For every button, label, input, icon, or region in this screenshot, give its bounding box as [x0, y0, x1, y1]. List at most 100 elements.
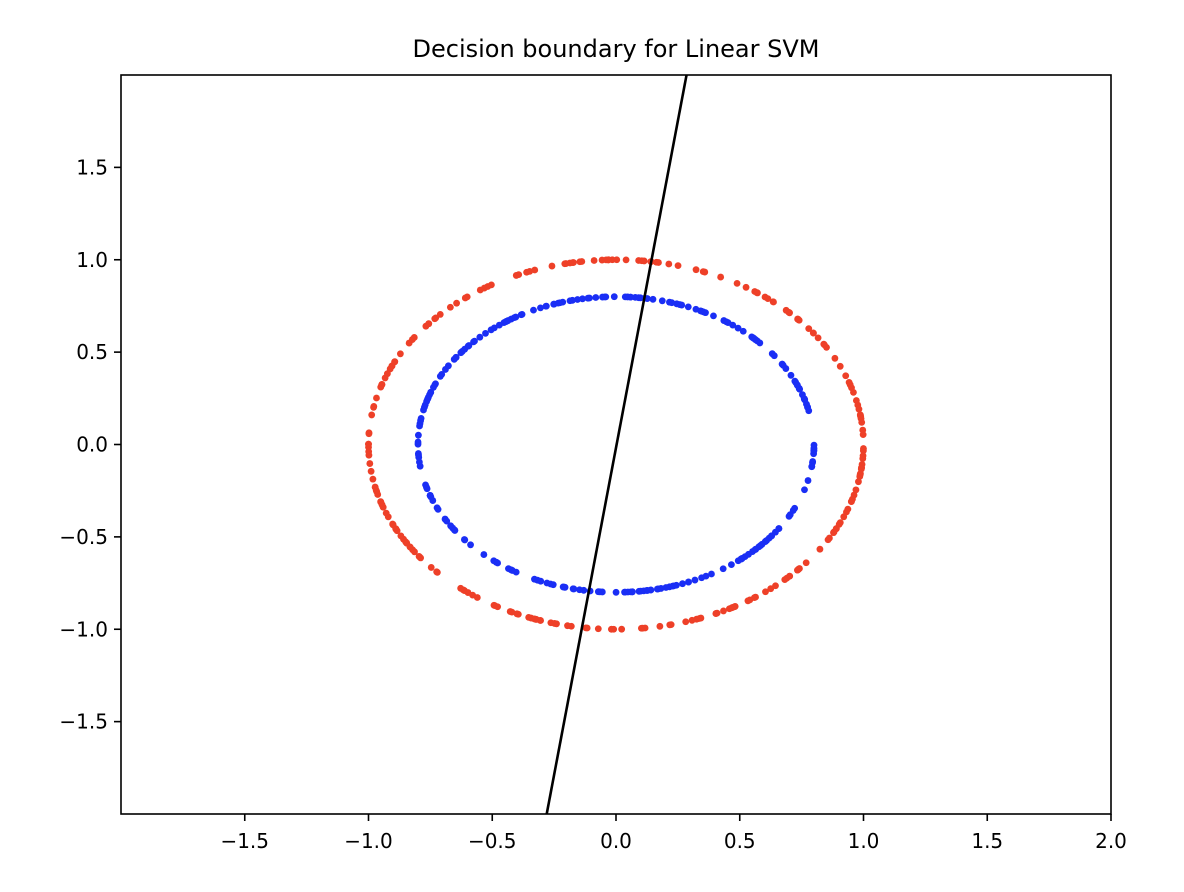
- y-tick-label: 1.0: [76, 248, 108, 272]
- scatter-point: [434, 505, 442, 513]
- x-tick-label: 1.5: [971, 829, 1003, 853]
- scatter-point: [801, 486, 808, 494]
- scatter-point: [794, 315, 802, 323]
- scatter-point: [549, 581, 557, 589]
- scatter-point: [365, 429, 373, 437]
- scatter-point: [808, 463, 816, 471]
- scatter-point: [720, 607, 727, 615]
- scatter-point: [810, 444, 818, 452]
- scatter-point: [805, 325, 813, 332]
- scatter-point: [742, 283, 750, 291]
- scatter-point: [855, 478, 862, 486]
- scatter-point: [684, 303, 692, 311]
- scatter-point: [576, 258, 584, 266]
- scatter-point: [416, 422, 423, 430]
- scatter-point: [627, 293, 634, 301]
- scatter-point: [805, 407, 813, 415]
- scatter-point: [383, 370, 391, 378]
- scatter-point: [618, 625, 626, 633]
- scatter-point: [414, 431, 422, 439]
- scatter-point: [525, 613, 533, 621]
- scatter-point: [657, 585, 665, 592]
- scatter-point: [392, 526, 400, 533]
- scatter-point: [405, 339, 413, 347]
- scatter-point: [457, 349, 465, 357]
- scatter-point: [584, 294, 592, 302]
- x-tick-label: 0.0: [600, 829, 632, 853]
- y-tick-label: 0.5: [76, 340, 108, 364]
- scatter-point: [373, 394, 380, 402]
- scatter-point: [767, 585, 775, 593]
- scatter-point: [461, 294, 469, 302]
- scatter-point: [673, 300, 681, 308]
- scatter-point: [698, 307, 706, 315]
- scatter-point: [852, 486, 860, 494]
- scatter-point: [786, 572, 793, 580]
- scatter-point: [802, 559, 810, 567]
- scatter-series-0: [365, 256, 867, 633]
- scatter-point: [702, 572, 710, 580]
- scatter-point: [836, 362, 844, 370]
- scatter-point: [775, 525, 783, 532]
- scatter-point: [717, 273, 725, 281]
- scatter-point: [482, 329, 489, 337]
- scatter-point: [816, 545, 824, 553]
- scatter-point: [530, 306, 537, 314]
- scatter-point: [804, 477, 812, 484]
- scatter-point: [739, 327, 747, 335]
- scatter-point: [433, 569, 441, 576]
- scatter-point: [590, 257, 598, 264]
- scatter-point: [467, 541, 474, 549]
- scatter-point: [560, 583, 568, 591]
- scatter-point: [789, 507, 797, 514]
- scatter-point: [513, 610, 521, 618]
- scatter-point: [857, 413, 865, 421]
- scatter-point: [396, 350, 404, 358]
- scatter-point: [831, 354, 839, 362]
- chart-title: Decision boundary for Linear SVM: [413, 35, 820, 63]
- scatter-point: [665, 260, 673, 268]
- x-tick-label: −1.5: [220, 829, 269, 853]
- scatter-point: [379, 503, 387, 511]
- scatter-point: [566, 297, 574, 305]
- scatter-point: [631, 294, 639, 301]
- scatter-point: [367, 467, 375, 475]
- scatter-point: [610, 293, 618, 301]
- scatter-point: [365, 440, 372, 448]
- scatter-point: [548, 262, 556, 270]
- scatter-point: [653, 258, 660, 266]
- scatter-point: [580, 586, 588, 594]
- scatter-point: [512, 272, 520, 279]
- scatter-point: [858, 461, 866, 468]
- scatter-point: [391, 358, 398, 366]
- scatter-point: [712, 609, 720, 617]
- scatter-point: [480, 551, 488, 558]
- scatter-point: [510, 314, 518, 322]
- scatter-point: [532, 615, 540, 623]
- scatter-point: [820, 340, 828, 348]
- scatter-point: [693, 615, 700, 623]
- scatter-point: [531, 266, 539, 274]
- scatter-point: [692, 266, 700, 274]
- scatter-point: [855, 405, 863, 413]
- scatter-point: [495, 321, 503, 329]
- scatter-point: [656, 622, 664, 630]
- scatter-point: [708, 570, 715, 578]
- scatter-point: [679, 580, 686, 588]
- scatter-point: [459, 586, 467, 594]
- scatter-point: [421, 403, 428, 411]
- scatter-point: [669, 582, 676, 590]
- scatter-point: [423, 483, 430, 491]
- scatter-point: [770, 352, 778, 360]
- scatter-point: [369, 475, 377, 483]
- scatter-point: [426, 492, 434, 499]
- scatter-point: [639, 624, 646, 632]
- scatter-point: [764, 295, 772, 303]
- scatter-point: [710, 312, 717, 320]
- scatter-point: [417, 554, 425, 562]
- scatter-point: [494, 603, 502, 611]
- scatter-point: [506, 608, 514, 615]
- scatter-point: [846, 381, 854, 389]
- decision-boundary-line: [545, 75, 688, 814]
